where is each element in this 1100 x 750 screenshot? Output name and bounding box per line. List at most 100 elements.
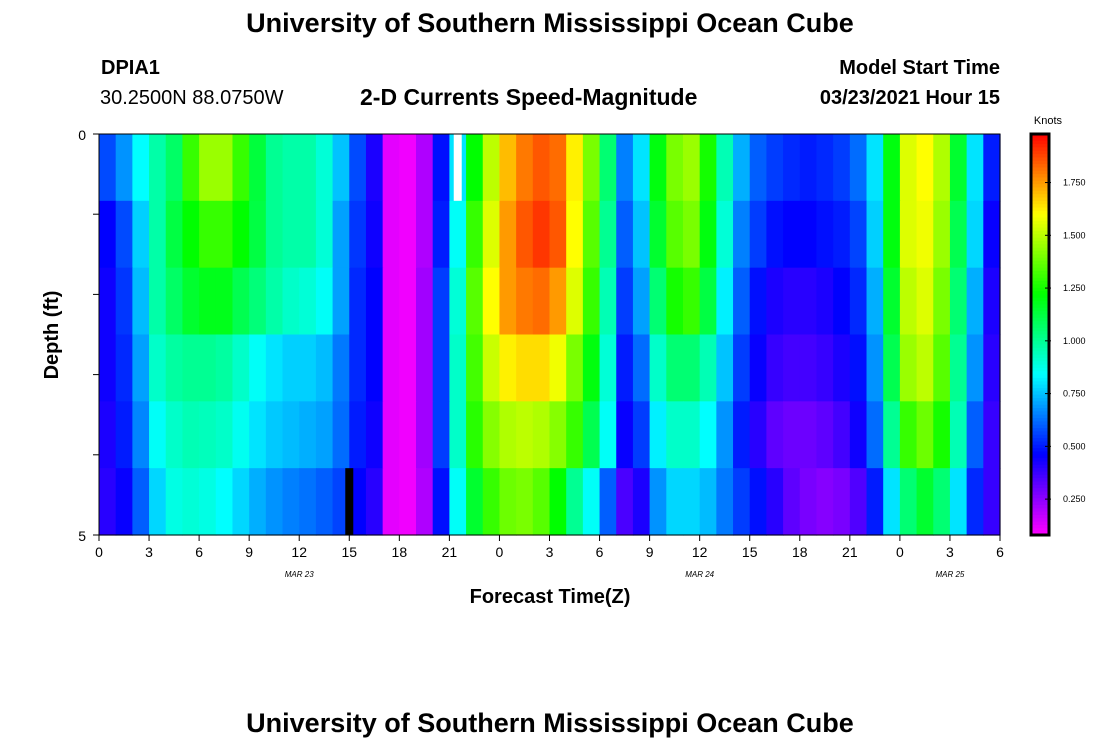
heatmap-cell (132, 134, 150, 202)
heatmap-cell (733, 334, 751, 402)
heatmap-cell (666, 334, 684, 402)
heatmap-cell (766, 401, 784, 469)
heatmap-cell (599, 200, 617, 269)
heatmap-cell (799, 468, 818, 536)
heatmap-cell (682, 401, 701, 469)
colorbar-segment (1031, 424, 1049, 429)
heatmap-cell (516, 468, 534, 536)
heatmap-cell (966, 134, 984, 202)
heatmap-cell (516, 334, 534, 402)
heatmap-cell (949, 200, 968, 269)
heatmap-cell (115, 134, 133, 202)
heatmap-markers (345, 134, 462, 535)
heatmap-cell (232, 468, 250, 536)
heatmap-cell (599, 401, 617, 469)
heatmap-cell (315, 134, 334, 202)
heatmap-cell (966, 200, 984, 269)
colorbar-segment (1031, 224, 1049, 229)
heatmap-cell (666, 267, 684, 336)
x-date-label: MAR 24 (685, 570, 714, 579)
colorbar-segment (1031, 234, 1049, 239)
colorbar-segment (1031, 250, 1049, 255)
heatmap-cell (115, 200, 133, 269)
heatmap-cell (816, 267, 834, 336)
heatmap-cell (149, 334, 167, 402)
heatmap-cell (749, 334, 768, 402)
heatmap-cell (733, 468, 751, 536)
heatmap-cell (499, 334, 517, 402)
heatmap-cell (716, 334, 734, 402)
heatmap-cell (365, 200, 384, 269)
heatmap-cell (416, 401, 434, 469)
heatmap-cell (516, 134, 534, 202)
colorbar-segment (1031, 421, 1049, 426)
heatmap-cell (182, 401, 200, 469)
heatmap-cell (315, 468, 334, 536)
heatmap-cell (916, 267, 934, 336)
colorbar-segment (1031, 411, 1049, 416)
heatmap-cell (682, 134, 701, 202)
colorbar-segment (1031, 464, 1049, 469)
heatmap-cell (799, 200, 818, 269)
colorbar-segment (1031, 200, 1049, 205)
colorbar-segment (1031, 488, 1049, 493)
heatmap-cell (666, 200, 684, 269)
heatmap-cell (165, 134, 184, 202)
heatmap-cell (749, 468, 768, 536)
heatmap-cell (249, 267, 267, 336)
colorbar-segment (1031, 438, 1049, 443)
colorbar-segment (1031, 264, 1049, 269)
page-title-top: University of Southern Mississippi Ocean… (246, 8, 854, 38)
heatmap-cell (883, 200, 901, 269)
heatmap-cell (399, 200, 417, 269)
colorbar-segment (1031, 311, 1049, 316)
colorbar-segment (1031, 478, 1049, 483)
heatmap-cell (949, 468, 968, 536)
colorbar-segment (1031, 321, 1049, 326)
heatmap-cell (833, 468, 851, 536)
colorbar-segment (1031, 474, 1049, 479)
heatmap-cell (199, 267, 217, 336)
heatmap-cell (199, 334, 217, 402)
colorbar-segment (1031, 371, 1049, 376)
colorbar-segment (1031, 404, 1049, 409)
heatmap-cell (632, 200, 651, 269)
heatmap-cell (699, 134, 717, 202)
x-tick-label: 3 (946, 544, 954, 560)
heatmap-cell (432, 200, 450, 269)
colorbar-segment (1031, 364, 1049, 369)
heatmap-cell (632, 134, 651, 202)
station-id: DPIA1 (101, 57, 160, 79)
heatmap-cell (182, 334, 200, 402)
heatmap-cell (733, 267, 751, 336)
heatmap-cell (816, 401, 834, 469)
heatmap-cell (399, 267, 417, 336)
heatmap-cell (149, 267, 167, 336)
colorbar-segment (1031, 337, 1049, 342)
heatmap-cell (299, 334, 317, 402)
colorbar-segment (1031, 494, 1049, 499)
heatmap-cell (532, 401, 551, 469)
colorbar-segment (1031, 454, 1049, 459)
colorbar-segment (1031, 508, 1049, 513)
heatmap-cell (249, 401, 267, 469)
heatmap-cell (249, 134, 267, 202)
heatmap-cell (582, 334, 601, 402)
heatmap-cell (883, 401, 901, 469)
heatmap-cell (699, 267, 717, 336)
heatmap-cell (499, 134, 517, 202)
heatmap-cell (482, 134, 501, 202)
heatmap-cell (215, 200, 234, 269)
x-tick-label: 12 (291, 544, 307, 560)
colorbar-segment (1031, 387, 1049, 392)
heatmap-cells (99, 134, 1001, 536)
colorbar-segment (1031, 528, 1049, 533)
colorbar-segment (1031, 504, 1049, 509)
heatmap-cell (365, 334, 384, 402)
heatmap-cell (165, 468, 184, 536)
heatmap-cell (916, 134, 934, 202)
heatmap-cell (416, 468, 434, 536)
heatmap-cell (816, 200, 834, 269)
colorbar-segment (1031, 514, 1049, 519)
x-tick-label: 6 (195, 544, 203, 560)
